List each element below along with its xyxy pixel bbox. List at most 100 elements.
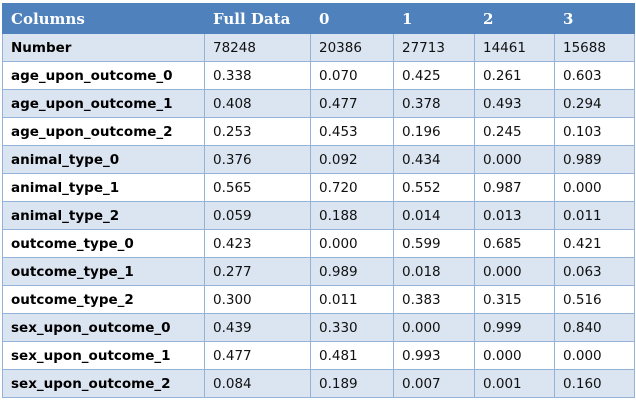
cluster-2-cell: 0.013 [474,201,555,230]
table-row: age_upon_outcome_2 0.253 0.453 0.196 0.245 0.… [2,117,635,146]
table-row: outcome_type_1 0.277 0.989 0.018 0.000 0.063 [2,257,635,286]
cluster-0-cell: 20386 [310,33,394,62]
header-full-data: Full Data [204,3,311,34]
cluster-1-cell: 27713 [393,33,475,62]
row-label: outcome_type_0 [2,229,205,258]
cluster-1-cell: 0.378 [393,89,475,118]
header-cluster-0: 0 [310,3,394,34]
cluster-2-cell: 0.000 [474,341,555,370]
cluster-2-cell: 14461 [474,33,555,62]
cluster-1-cell: 0.383 [393,285,475,314]
full-data-cell: 0.253 [204,117,311,146]
cluster-1-cell: 0.425 [393,61,475,90]
cluster-0-cell: 0.188 [310,201,394,230]
cluster-2-cell: 0.245 [474,117,555,146]
cluster-0-cell: 0.453 [310,117,394,146]
cluster-2-cell: 0.261 [474,61,555,90]
table-row: animal_type_2 0.059 0.188 0.014 0.013 0.011 [2,201,635,230]
cluster-3-cell: 0.294 [554,89,635,118]
table-row: age_upon_outcome_1 0.408 0.477 0.378 0.493 0.… [2,89,635,118]
full-data-cell: 0.408 [204,89,311,118]
cluster-0-cell: 0.477 [310,89,394,118]
cluster-3-cell: 15688 [554,33,635,62]
cluster-0-cell: 0.011 [310,285,394,314]
cluster-0-cell: 0.481 [310,341,394,370]
cluster-3-cell: 0.063 [554,257,635,286]
row-label: outcome_type_1 [2,257,205,286]
cluster-0-cell: 0.000 [310,229,394,258]
row-label: age_upon_outcome_0 [2,61,205,90]
row-label: sex_upon_outcome_1 [2,341,205,370]
cluster-0-cell: 0.070 [310,61,394,90]
full-data-cell: 0.439 [204,313,311,342]
cluster-1-cell: 0.434 [393,145,475,174]
cluster-3-cell: 0.421 [554,229,635,258]
row-label: animal_type_1 [2,173,205,202]
full-data-cell: 0.084 [204,369,311,398]
cluster-summary-table: Columns Full Data 0 1 2 3 Number 78248 203… [2,3,635,398]
header-cluster-2: 2 [474,3,555,34]
table-row: Number 78248 20386 27713 14461 15688 [2,33,635,62]
cluster-2-cell: 0.685 [474,229,555,258]
cluster-0-cell: 0.720 [310,173,394,202]
cluster-3-cell: 0.603 [554,61,635,90]
table-row: outcome_type_0 0.423 0.000 0.599 0.685 0.421 [2,229,635,258]
cluster-1-cell: 0.007 [393,369,475,398]
cluster-3-cell: 0.000 [554,173,635,202]
row-label: outcome_type_2 [2,285,205,314]
row-label: Number [2,33,205,62]
cluster-2-cell: 0.999 [474,313,555,342]
full-data-cell: 0.376 [204,145,311,174]
cluster-2-cell: 0.315 [474,285,555,314]
table-row: outcome_type_2 0.300 0.011 0.383 0.315 0.516 [2,285,635,314]
cluster-2-cell: 0.001 [474,369,555,398]
cluster-3-cell: 0.160 [554,369,635,398]
cluster-1-cell: 0.014 [393,201,475,230]
full-data-cell: 78248 [204,33,311,62]
header-cluster-1: 1 [393,3,475,34]
cluster-1-cell: 0.552 [393,173,475,202]
row-label: sex_upon_outcome_0 [2,313,205,342]
table-row: sex_upon_outcome_1 0.477 0.481 0.993 0.000 0.… [2,341,635,370]
cluster-3-cell: 0.516 [554,285,635,314]
cluster-1-cell: 0.599 [393,229,475,258]
row-label: animal_type_2 [2,201,205,230]
cluster-1-cell: 0.196 [393,117,475,146]
cluster-0-cell: 0.189 [310,369,394,398]
row-label: age_upon_outcome_2 [2,117,205,146]
full-data-cell: 0.338 [204,61,311,90]
cluster-3-cell: 0.011 [554,201,635,230]
full-data-cell: 0.277 [204,257,311,286]
cluster-3-cell: 0.840 [554,313,635,342]
cluster-2-cell: 0.000 [474,145,555,174]
header-columns: Columns [2,3,205,34]
table-row: age_upon_outcome_0 0.338 0.070 0.425 0.261 0.… [2,61,635,90]
full-data-cell: 0.059 [204,201,311,230]
header-cluster-3: 3 [554,3,635,34]
cluster-0-cell: 0.330 [310,313,394,342]
table-row: animal_type_0 0.376 0.092 0.434 0.000 0.989 [2,145,635,174]
full-data-cell: 0.477 [204,341,311,370]
row-label: age_upon_outcome_1 [2,89,205,118]
row-label: sex_upon_outcome_2 [2,369,205,398]
table-body: Number 78248 20386 27713 14461 15688 age_upon_… [2,33,635,398]
cluster-1-cell: 0.993 [393,341,475,370]
cluster-1-cell: 0.018 [393,257,475,286]
full-data-cell: 0.423 [204,229,311,258]
header-row: Columns Full Data 0 1 2 3 [2,3,635,34]
cluster-3-cell: 0.989 [554,145,635,174]
cluster-0-cell: 0.092 [310,145,394,174]
cluster-2-cell: 0.000 [474,257,555,286]
table-header: Columns Full Data 0 1 2 3 [2,3,635,34]
cluster-3-cell: 0.103 [554,117,635,146]
table-row: sex_upon_outcome_0 0.439 0.330 0.000 0.999 0.… [2,313,635,342]
cluster-0-cell: 0.989 [310,257,394,286]
cluster-3-cell: 0.000 [554,341,635,370]
table-row: sex_upon_outcome_2 0.084 0.189 0.007 0.001 0.… [2,369,635,398]
full-data-cell: 0.300 [204,285,311,314]
row-label: animal_type_0 [2,145,205,174]
cluster-2-cell: 0.493 [474,89,555,118]
cluster-1-cell: 0.000 [393,313,475,342]
full-data-cell: 0.565 [204,173,311,202]
table-row: animal_type_1 0.565 0.720 0.552 0.987 0.000 [2,173,635,202]
